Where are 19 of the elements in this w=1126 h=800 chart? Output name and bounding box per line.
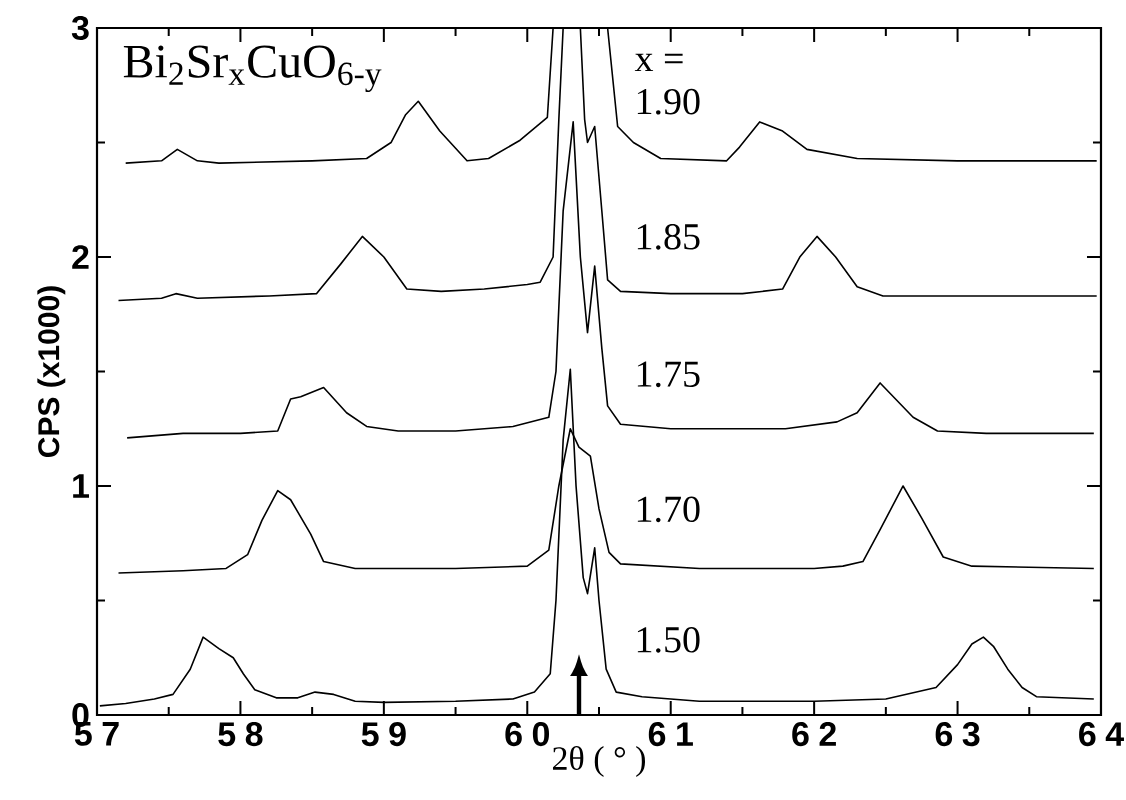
x-tick-label: 6 3 <box>935 722 980 747</box>
series-label: 1.85 <box>637 223 700 250</box>
x-tick-label: 5 9 <box>361 722 406 747</box>
x-tick-label: 6 0 <box>505 722 550 747</box>
y-tick-label: 3 <box>71 15 89 41</box>
chart-title: Bi$_{2}$Sr$_{x}$CuO$_{6-y}$ <box>123 45 382 93</box>
series-label: 1.90 <box>637 88 700 115</box>
x-tick-label: 6 1 <box>648 722 693 747</box>
y-axis-title: CPS (x1000) <box>37 286 66 457</box>
x-tick-label: 6 4 <box>1079 722 1124 747</box>
series-label: 1.50 <box>637 626 700 653</box>
y-tick-label: 1 <box>73 474 89 498</box>
y-tick-label: 2 <box>72 245 89 269</box>
series-label: 1.75 <box>637 361 700 388</box>
annotation: x = <box>634 53 683 72</box>
x-tick-label: 5 8 <box>218 722 263 747</box>
series-label: 1.70 <box>637 496 700 523</box>
x-tick-label: 6 2 <box>792 722 836 747</box>
x-axis-title: 2θ ( ° ) <box>552 745 646 777</box>
